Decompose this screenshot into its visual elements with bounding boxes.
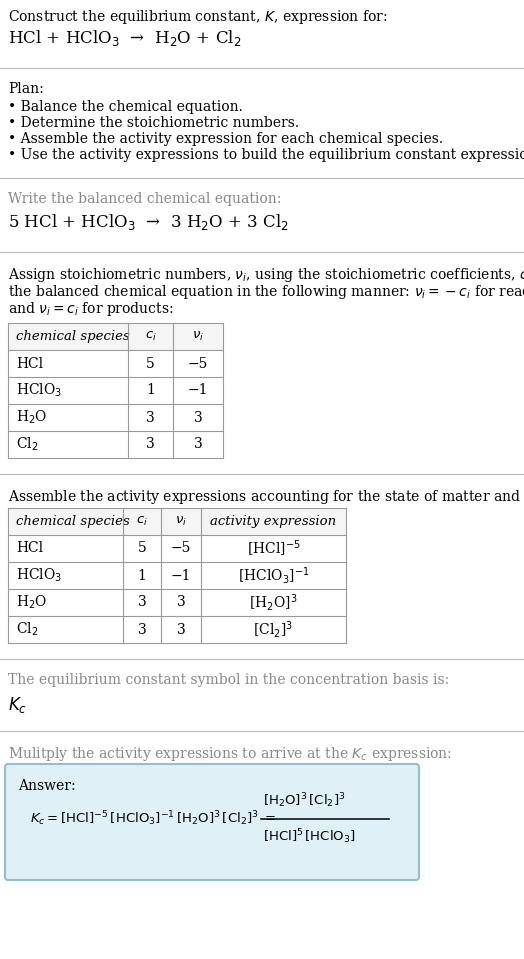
Text: [Cl$_2$]$^3$: [Cl$_2$]$^3$ [254, 619, 293, 640]
Text: Mulitply the activity expressions to arrive at the $K_c$ expression:: Mulitply the activity expressions to arr… [8, 745, 452, 763]
Text: HCl: HCl [16, 542, 43, 555]
Text: HCl + HClO$_3$  →  H$_2$O + Cl$_2$: HCl + HClO$_3$ → H$_2$O + Cl$_2$ [8, 28, 242, 48]
Text: Answer:: Answer: [18, 779, 75, 793]
Text: $c_i$: $c_i$ [136, 515, 148, 528]
Text: Plan:: Plan: [8, 82, 43, 96]
Text: chemical species: chemical species [16, 515, 130, 528]
Text: Cl$_2$: Cl$_2$ [16, 620, 38, 638]
Text: [HClO$_3$]$^{-1}$: [HClO$_3$]$^{-1}$ [238, 565, 309, 586]
Text: −5: −5 [188, 357, 208, 370]
Bar [8, 535, 346, 643]
Text: The equilibrium constant symbol in the concentration basis is:: The equilibrium constant symbol in the c… [8, 673, 449, 687]
Text: chemical species: chemical species [16, 330, 130, 343]
Text: HClO$_3$: HClO$_3$ [16, 567, 62, 584]
Text: 5: 5 [138, 542, 146, 555]
Text: −5: −5 [171, 542, 191, 555]
Text: $\nu_i$: $\nu_i$ [192, 330, 204, 343]
Text: $[\mathrm{H_2O}]^3\,[\mathrm{Cl_2}]^3$: $[\mathrm{H_2O}]^3\,[\mathrm{Cl_2}]^3$ [263, 791, 345, 810]
Text: 3: 3 [138, 596, 146, 610]
Text: 3: 3 [194, 410, 202, 425]
Bar [8, 508, 346, 535]
Bar [8, 350, 223, 458]
Text: Construct the equilibrium constant, $K$, expression for:: Construct the equilibrium constant, $K$,… [8, 8, 388, 26]
Text: [H$_2$O]$^3$: [H$_2$O]$^3$ [249, 592, 298, 613]
Text: [HCl]$^{-5}$: [HCl]$^{-5}$ [247, 538, 300, 559]
Text: 3: 3 [146, 410, 155, 425]
Text: 5 HCl + HClO$_3$  →  3 H$_2$O + 3 Cl$_2$: 5 HCl + HClO$_3$ → 3 H$_2$O + 3 Cl$_2$ [8, 212, 289, 232]
Text: activity expression: activity expression [211, 515, 336, 528]
Text: HClO$_3$: HClO$_3$ [16, 382, 62, 399]
Text: 1: 1 [138, 569, 146, 582]
Text: Write the balanced chemical equation:: Write the balanced chemical equation: [8, 192, 281, 206]
Text: $\nu_i$: $\nu_i$ [175, 515, 187, 528]
Text: 3: 3 [146, 437, 155, 452]
Text: 3: 3 [194, 437, 202, 452]
Text: $c_i$: $c_i$ [145, 330, 156, 343]
Text: −1: −1 [188, 384, 208, 397]
Text: • Use the activity expressions to build the equilibrium constant expression.: • Use the activity expressions to build … [8, 148, 524, 162]
Text: Cl$_2$: Cl$_2$ [16, 435, 38, 454]
Text: $[\mathrm{HCl}]^5\,[\mathrm{HClO_3}]$: $[\mathrm{HCl}]^5\,[\mathrm{HClO_3}]$ [263, 828, 356, 847]
Text: 3: 3 [177, 596, 185, 610]
Text: Assign stoichiometric numbers, $\nu_i$, using the stoichiometric coefficients, $: Assign stoichiometric numbers, $\nu_i$, … [8, 266, 524, 284]
Text: H$_2$O: H$_2$O [16, 409, 47, 426]
Text: • Assemble the activity expression for each chemical species.: • Assemble the activity expression for e… [8, 132, 443, 146]
Text: • Determine the stoichiometric numbers.: • Determine the stoichiometric numbers. [8, 116, 299, 130]
Text: $K_c = [\mathrm{HCl}]^{-5}\,[\mathrm{HClO_3}]^{-1}\,[\mathrm{H_2O}]^3\,[\mathrm{: $K_c = [\mathrm{HCl}]^{-5}\,[\mathrm{HCl… [30, 809, 276, 829]
Text: 5: 5 [146, 357, 155, 370]
Text: and $\nu_i = c_i$ for products:: and $\nu_i = c_i$ for products: [8, 300, 173, 318]
Bar [8, 323, 223, 350]
Text: 3: 3 [138, 622, 146, 637]
Text: Assemble the activity expressions accounting for the state of matter and $\nu_i$: Assemble the activity expressions accoun… [8, 488, 524, 506]
Text: −1: −1 [171, 569, 191, 582]
Text: HCl: HCl [16, 357, 43, 370]
Text: 3: 3 [177, 622, 185, 637]
Text: H$_2$O: H$_2$O [16, 594, 47, 611]
Text: • Balance the chemical equation.: • Balance the chemical equation. [8, 100, 243, 114]
FancyBboxPatch shape [5, 764, 419, 880]
Text: 1: 1 [146, 384, 155, 397]
Text: $K_c$: $K_c$ [8, 695, 27, 715]
Text: the balanced chemical equation in the following manner: $\nu_i = -c_i$ for react: the balanced chemical equation in the fo… [8, 283, 524, 301]
